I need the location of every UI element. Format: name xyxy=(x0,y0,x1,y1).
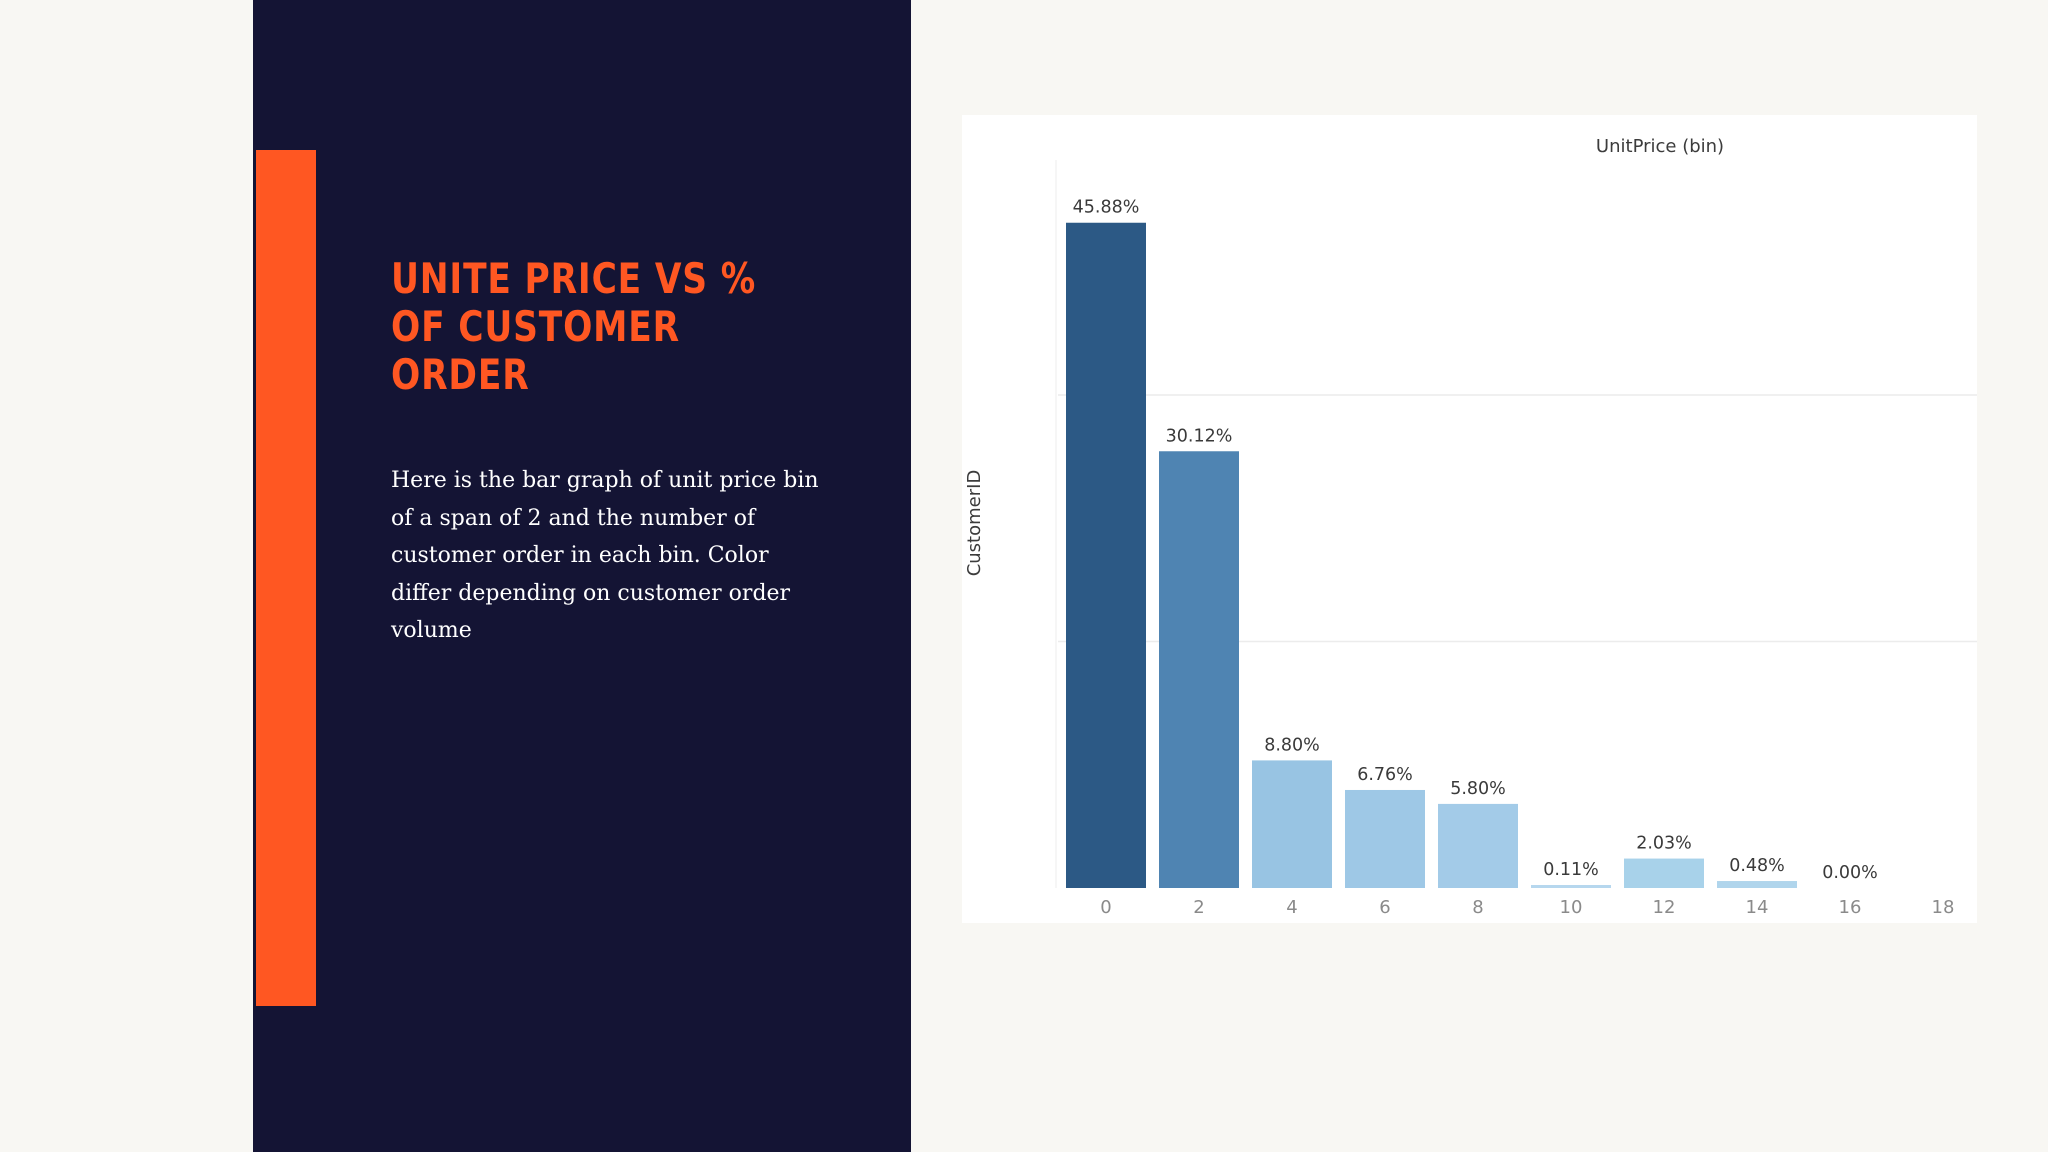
bar-0 xyxy=(1066,222,1146,888)
bar-value-label: 30.12% xyxy=(1166,426,1233,446)
bar-value-label: 45.88% xyxy=(1073,198,1140,218)
x-tick-label: 4 xyxy=(1286,897,1297,918)
x-tick-label: 6 xyxy=(1379,897,1390,918)
bar-chart: UnitPrice (bin) CustomerID 45.88% 30.12% 8… xyxy=(964,136,1977,918)
accent-bar xyxy=(256,150,316,1006)
bar-value-label: 8.80% xyxy=(1264,735,1320,755)
slide-title: UNITE PRICE VS % OF CUSTOMER ORDER xyxy=(391,254,757,399)
x-tick-label: 0 xyxy=(1100,897,1111,918)
bar-14 xyxy=(1717,881,1797,888)
bar-value-label: 5.80% xyxy=(1450,779,1506,799)
x-tick-label: 8 xyxy=(1472,897,1483,918)
x-tick-label: 2 xyxy=(1193,897,1204,918)
slide-description: Here is the bar graph of unit price bin … xyxy=(391,468,819,643)
bar-value-label: 0.48% xyxy=(1729,856,1785,876)
bar-value-label: 6.76% xyxy=(1357,765,1413,785)
x-tick-label: 10 xyxy=(1560,897,1583,918)
bar-value-label: 0.11% xyxy=(1543,860,1599,880)
bar-value-label: 2.03% xyxy=(1636,834,1692,854)
y-axis-label: CustomerID xyxy=(964,470,985,577)
x-tick-label: 18 xyxy=(1932,897,1955,918)
bar-10 xyxy=(1531,885,1611,888)
x-tick-label: 14 xyxy=(1746,897,1769,918)
bar-value-label: 0.00% xyxy=(1822,863,1878,883)
bar-12 xyxy=(1624,858,1704,888)
x-tick-label: 12 xyxy=(1653,897,1676,918)
bar-6 xyxy=(1345,789,1425,888)
chart-card: UnitPrice (bin) CustomerID 45.88% 30.12% 8… xyxy=(962,115,1977,923)
bar-2 xyxy=(1159,451,1239,888)
bar-4 xyxy=(1252,760,1332,888)
left-panel xyxy=(253,0,911,1152)
x-tick-label: 16 xyxy=(1839,897,1862,918)
bar-8 xyxy=(1438,803,1518,888)
chart-top-label: UnitPrice (bin) xyxy=(1596,136,1724,157)
